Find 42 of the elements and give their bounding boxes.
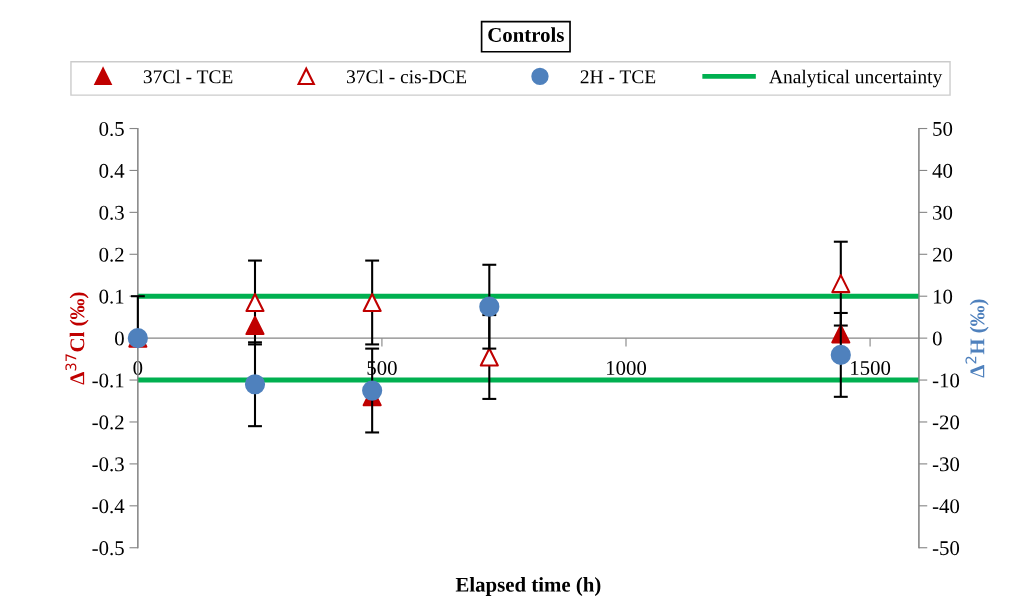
- y2-tick-label: 30: [933, 205, 953, 220]
- point: [362, 380, 383, 401]
- y-tick-label: -0.5: [92, 541, 124, 556]
- y2-tick-label: -30: [932, 457, 960, 472]
- y-tick-label: 0.2: [99, 247, 124, 262]
- y2-tick-label: 10: [933, 289, 953, 304]
- y2-tick-label: -50: [932, 541, 960, 556]
- y-tick-label: 0.3: [99, 205, 124, 220]
- y2-tick-label: 40: [932, 163, 953, 178]
- y-tick-label: -0.2: [92, 415, 124, 430]
- y-tick-label: 0.5: [99, 121, 124, 137]
- legend-label: Analytical uncertainty: [769, 69, 943, 88]
- y2-tick-label: -10: [932, 373, 960, 388]
- x-tick-label: 1000: [607, 360, 647, 376]
- legend-label: 2H - TCE: [580, 70, 656, 84]
- point: [245, 292, 265, 313]
- y2-tick-label: -40: [932, 499, 960, 514]
- y-tick-label: -0.3: [92, 457, 124, 472]
- x-tick-label: 1500: [851, 360, 891, 376]
- y2-tick-label: 0: [932, 331, 942, 346]
- y-tick-label: 0: [115, 331, 124, 346]
- point: [244, 374, 266, 395]
- chart-title: Controls: [488, 27, 564, 42]
- y-axis-title: Δ$^{37}$Cl (‰): [65, 292, 89, 385]
- point: [479, 296, 500, 317]
- point: [245, 316, 265, 336]
- legend-label: 37Cl - TCE: [143, 69, 233, 84]
- y-tick-label: -0.4: [92, 499, 125, 514]
- y2-tick-label: -20: [932, 415, 960, 430]
- point: [479, 347, 499, 367]
- point: [831, 274, 851, 294]
- x-tick-label: 0: [133, 360, 143, 376]
- y2-tick-label: 20: [933, 247, 953, 262]
- x-axis-title: Elapsed time (h): [455, 577, 601, 596]
- legend-label: 37Cl - cis-DCE: [347, 69, 467, 84]
- y-tick-label: -0.1: [92, 373, 124, 388]
- y-tick-label: 0.1: [99, 289, 124, 304]
- point: [362, 292, 382, 313]
- y2-axis-title: Δ$^{2}$H (‰): [965, 299, 989, 378]
- y-tick-label: 0.4: [99, 163, 125, 178]
- y2-tick-label: 50: [933, 121, 953, 136]
- point: [830, 344, 851, 365]
